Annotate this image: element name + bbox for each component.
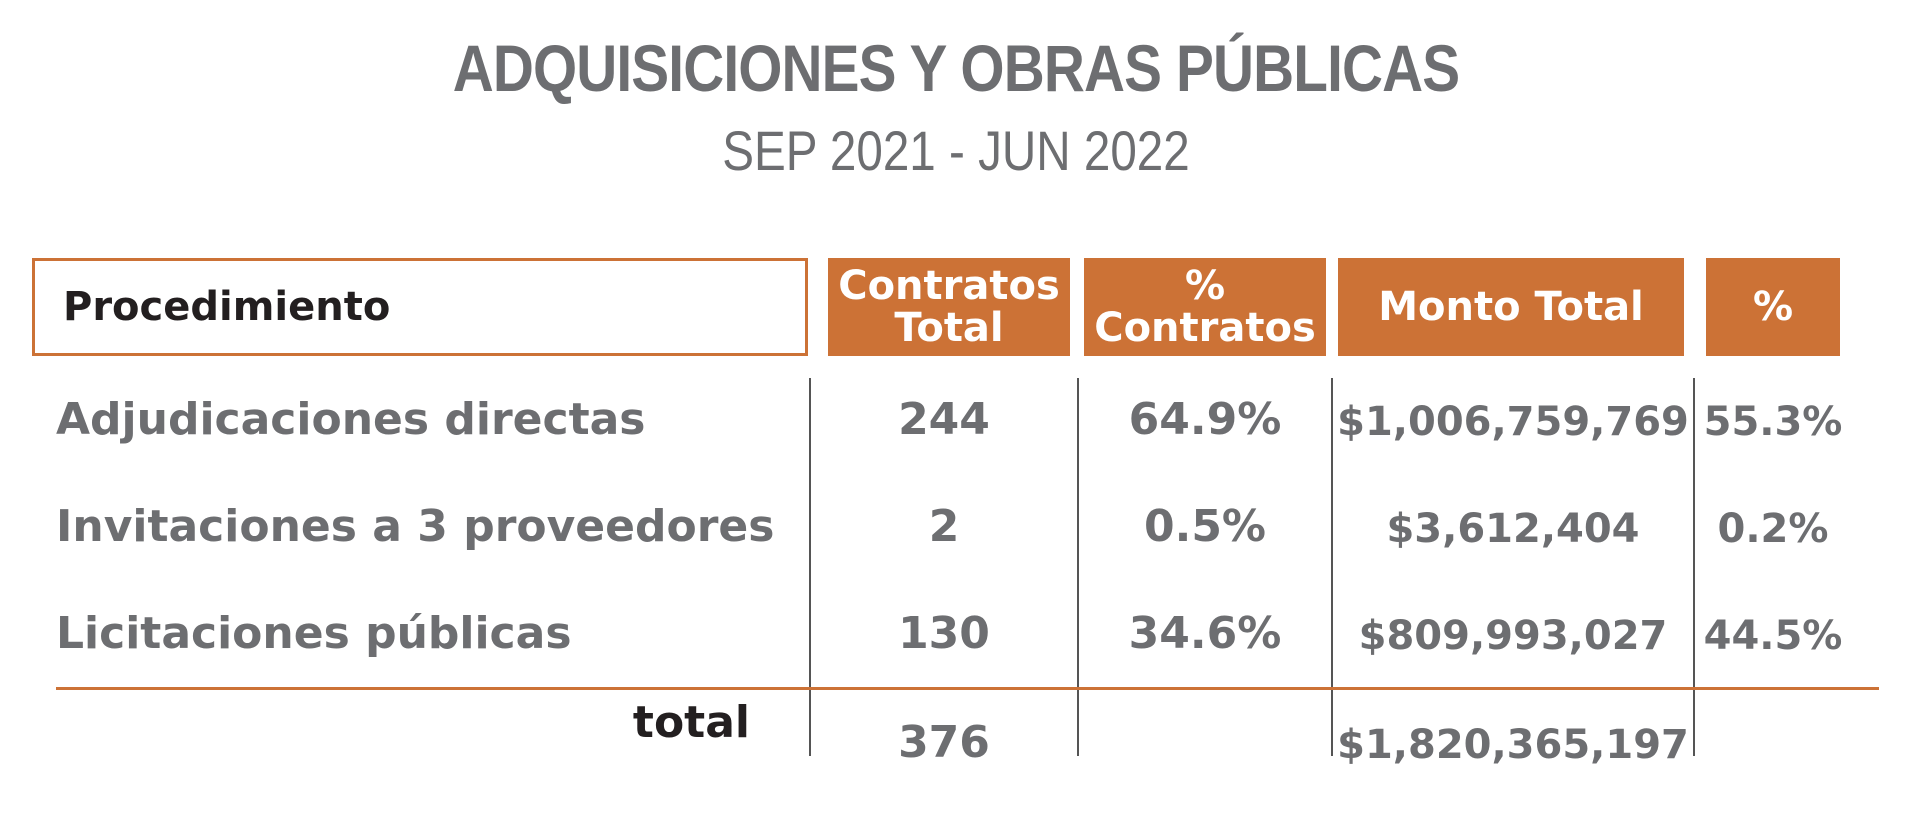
page-subtitle: SEP 2021 - JUN 2022 xyxy=(722,119,1190,182)
header-pct-contratos: % Contratos xyxy=(1084,258,1326,356)
column-divider xyxy=(1077,378,1079,756)
row-label: Invitaciones a 3 proveedores xyxy=(56,501,775,552)
row-contratos: 244 xyxy=(898,394,990,445)
header-contratos-total-line1: Contratos xyxy=(838,263,1060,309)
row-monto: $809,993,027 xyxy=(1358,613,1668,659)
row-monto: $3,612,404 xyxy=(1386,506,1640,552)
row-pct-monto: 44.5% xyxy=(1703,613,1843,659)
page-title: ADQUISICIONES Y OBRAS PÚBLICAS xyxy=(452,31,1460,105)
column-divider xyxy=(1331,378,1333,756)
row-pct-contratos: 64.9% xyxy=(1128,394,1282,445)
total-contratos: 376 xyxy=(898,717,990,768)
row-pct-contratos: 34.6% xyxy=(1128,608,1282,659)
row-label: Licitaciones públicas xyxy=(56,608,572,659)
column-divider xyxy=(809,378,811,756)
total-label: total xyxy=(632,697,750,748)
header-monto-total-label: Monto Total xyxy=(1378,284,1644,330)
header-pct-monto: % xyxy=(1706,258,1840,356)
row-pct-monto: 55.3% xyxy=(1703,399,1843,445)
total-divider xyxy=(56,687,1879,690)
row-contratos: 130 xyxy=(898,608,990,659)
header-pct-contratos-line1: % xyxy=(1184,263,1226,309)
row-pct-contratos: 0.5% xyxy=(1143,501,1267,552)
column-divider xyxy=(1693,378,1695,756)
header-procedimiento: Procedimiento xyxy=(32,258,808,356)
header-contratos-total-line2: Total xyxy=(894,305,1004,351)
total-monto: $1,820,365,197 xyxy=(1337,722,1689,768)
header-pct-contratos-line2: Contratos xyxy=(1094,305,1316,351)
row-contratos: 2 xyxy=(928,501,960,552)
row-label: Adjudicaciones directas xyxy=(56,394,646,445)
row-monto: $1,006,759,769 xyxy=(1337,399,1689,445)
header-contratos-total: Contratos Total xyxy=(828,258,1070,356)
row-pct-monto: 0.2% xyxy=(1717,506,1829,552)
header-pct-monto-label: % xyxy=(1752,284,1794,330)
header-procedimiento-label: Procedimiento xyxy=(63,284,391,330)
header-monto-total: Monto Total xyxy=(1338,258,1684,356)
